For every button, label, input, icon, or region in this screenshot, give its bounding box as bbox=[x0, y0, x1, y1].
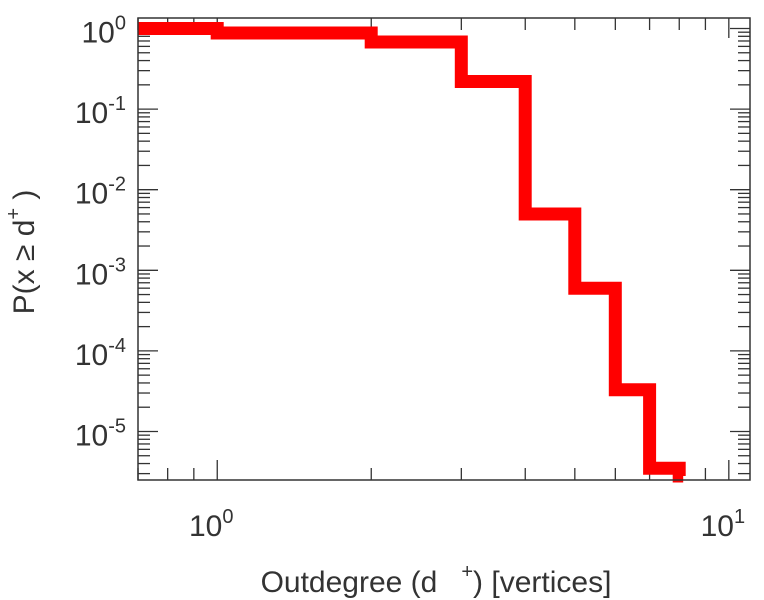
x-axis-title: Outdegree (d +) [vertices] bbox=[261, 561, 612, 599]
minor-ticks bbox=[137, 18, 750, 480]
y-tick-label: 10-5 bbox=[75, 415, 126, 452]
tick-labels: 100 101 100 10-1 10-2 10-3 10-4 10-5 bbox=[75, 13, 745, 543]
series-step-line bbox=[138, 22, 686, 483]
major-ticks bbox=[138, 18, 750, 480]
x-tick-label: 100 bbox=[189, 506, 234, 543]
plot-frame bbox=[137, 17, 751, 481]
y-axis-title: P(x ≥ d+ ) bbox=[3, 190, 41, 315]
y-tick-label: 10-3 bbox=[75, 254, 126, 291]
x-tick-label: 101 bbox=[701, 506, 746, 543]
y-tick-label: 10-4 bbox=[75, 335, 126, 372]
y-tick-label: 10-1 bbox=[75, 93, 126, 130]
y-tick-label: 100 bbox=[82, 13, 127, 50]
series-layer bbox=[138, 22, 686, 483]
y-tick-label: 10-2 bbox=[75, 174, 126, 211]
